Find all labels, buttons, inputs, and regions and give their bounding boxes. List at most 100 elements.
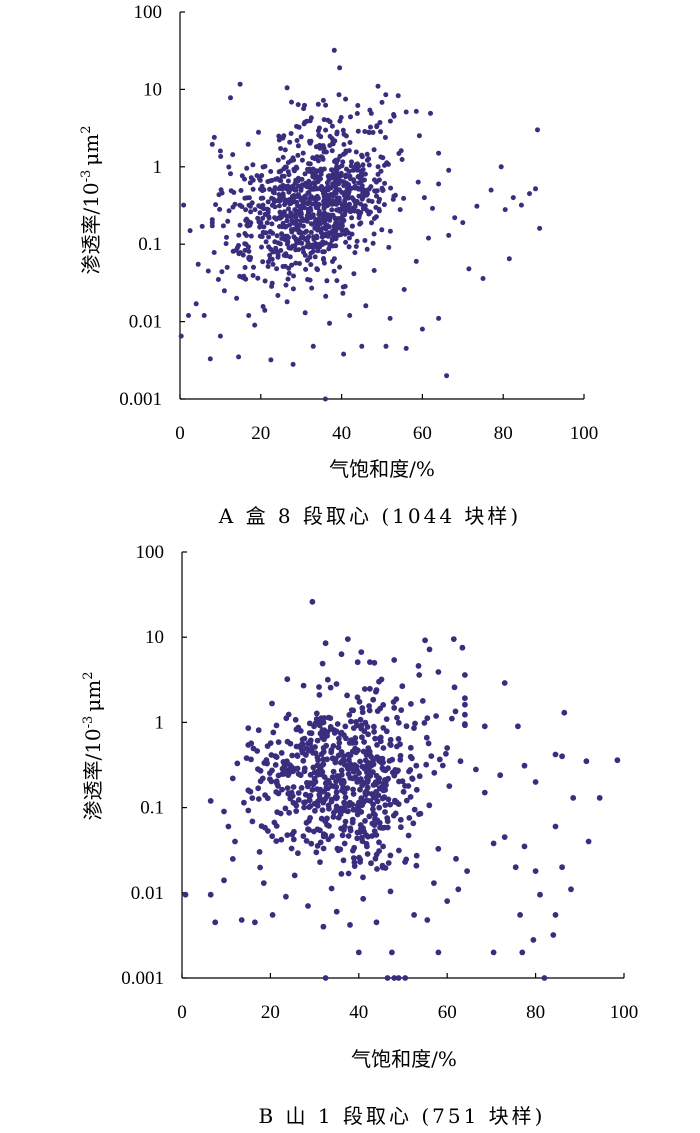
chart-a-data-point xyxy=(306,190,312,196)
chart-b-data-point xyxy=(279,786,285,793)
chart-a-data-point xyxy=(340,127,346,133)
chart-a-data-point xyxy=(269,195,275,201)
chart-b-data-point xyxy=(229,856,236,862)
chart-a-data-point xyxy=(395,93,401,99)
chart-b-data-point xyxy=(300,682,307,689)
chart-a-data-point xyxy=(341,142,347,147)
chart-b-data-point xyxy=(390,699,397,705)
chart-a-data-point xyxy=(336,187,342,193)
chart-b-data-point xyxy=(301,799,307,806)
chart-a-data-point xyxy=(321,145,327,151)
chart-a-data-point xyxy=(336,197,342,203)
chart-a-data-point xyxy=(446,232,452,238)
chart-a-y-tick-label: 0.01 xyxy=(129,312,162,333)
chart-b-data-point xyxy=(341,799,347,806)
chart-a-data-point xyxy=(359,183,365,189)
chart-a-data-point xyxy=(371,147,377,153)
chart-a-data-point xyxy=(259,234,265,240)
chart-b-data-point xyxy=(309,598,316,605)
chart-a-data-point xyxy=(361,206,367,212)
chart-a-data-point xyxy=(304,218,310,224)
chart-b-data-point xyxy=(348,718,354,725)
chart-b-data-point xyxy=(307,771,314,778)
chart-b-data-point xyxy=(364,843,370,850)
chart-a-data-point xyxy=(488,187,494,193)
chart-a-data-point xyxy=(308,221,314,227)
chart-b-data-point xyxy=(348,737,355,744)
chart-a-data-point xyxy=(331,47,337,53)
chart-a-data-point xyxy=(281,133,287,139)
chart-b-data-point xyxy=(559,864,565,871)
chart-b-data-point xyxy=(333,784,340,790)
chart-b-data-point xyxy=(335,744,342,751)
chart-b-data-point xyxy=(311,775,318,782)
chart-b-data-point xyxy=(318,751,325,757)
chart-b-data-point xyxy=(452,708,459,715)
chart-a-data-point xyxy=(373,188,378,194)
chart-a-data-point xyxy=(259,244,264,250)
chart-b-data-point xyxy=(286,809,292,816)
chart-b-ylabel-unit-sup: 2 xyxy=(81,671,96,679)
chart-b-data-point xyxy=(297,743,303,750)
chart-b-data-point xyxy=(433,713,439,719)
chart-a-data-point xyxy=(270,249,276,255)
chart-b-data-point xyxy=(515,723,521,730)
chart-b-data-point xyxy=(306,793,312,800)
chart-b-data-point xyxy=(413,862,420,869)
chart-b-data-point xyxy=(363,832,369,838)
chart-b-data-point xyxy=(324,732,330,739)
chart-a-data-point xyxy=(258,195,264,201)
chart-b-data-point xyxy=(530,937,537,943)
chart-a-caption: A 盒 8 段取心 (1044 块样) xyxy=(218,504,521,528)
chart-a-data-point xyxy=(213,202,219,208)
chart-b-data-point xyxy=(361,686,368,692)
chart-a-data-point xyxy=(329,207,335,213)
chart-b-data-point xyxy=(585,838,592,845)
chart-a-data-point xyxy=(306,161,311,167)
chart-a-data-point xyxy=(364,157,370,163)
chart-b-data-point xyxy=(297,728,304,734)
chart-b-data-point xyxy=(350,725,357,731)
chart-b-data-point xyxy=(371,728,377,735)
chart-a-data-point xyxy=(287,197,292,202)
chart-a-y-tick-label: 0.001 xyxy=(119,389,162,410)
chart-b-data-point xyxy=(421,720,428,726)
chart-a-data-point xyxy=(223,241,229,247)
chart-b-data-point xyxy=(265,828,271,834)
chart-a-data-point xyxy=(268,357,274,363)
chart-b-data-point xyxy=(359,838,366,845)
chart-b-data-point xyxy=(295,790,302,796)
chart-a-data-point xyxy=(323,127,329,133)
chart-b-data-point xyxy=(361,739,367,745)
chart-b-data-point xyxy=(379,864,386,871)
chart-a-data-point xyxy=(277,215,283,221)
chart-a-data-point xyxy=(318,221,324,227)
chart-a-data-point xyxy=(311,186,317,192)
chart-a-data-point xyxy=(216,192,222,198)
chart-b-data-point xyxy=(419,698,426,704)
chart-a-data-point xyxy=(302,171,308,177)
chart-a-data-point xyxy=(298,234,304,240)
chart-a-data-point xyxy=(349,223,355,229)
chart-b-data-point xyxy=(365,731,371,738)
chart-a-data-point xyxy=(320,156,326,162)
chart-b-data-point xyxy=(459,644,466,651)
chart-b-data-point xyxy=(346,757,352,763)
chart-a-data-point xyxy=(378,154,384,160)
chart-a-data-point xyxy=(334,278,340,284)
chart-a-data-point xyxy=(419,326,425,332)
chart-b-data-point xyxy=(353,719,359,725)
chart-b-data-point xyxy=(221,808,227,815)
chart-b-data-point xyxy=(559,753,565,760)
chart-a-data-point xyxy=(248,209,254,215)
chart-a-data-point xyxy=(240,252,246,258)
chart-b-data-point xyxy=(287,740,294,747)
chart-a-data-point xyxy=(257,210,263,216)
chart-a-data-point xyxy=(207,356,213,362)
chart-a-data-point xyxy=(353,149,359,155)
chart-b-data-point xyxy=(319,769,326,775)
chart-a-data-point xyxy=(374,193,379,199)
chart-a-data-point xyxy=(283,282,289,288)
chart-a-data-point xyxy=(217,206,223,212)
chart-b-data-point xyxy=(345,833,352,839)
